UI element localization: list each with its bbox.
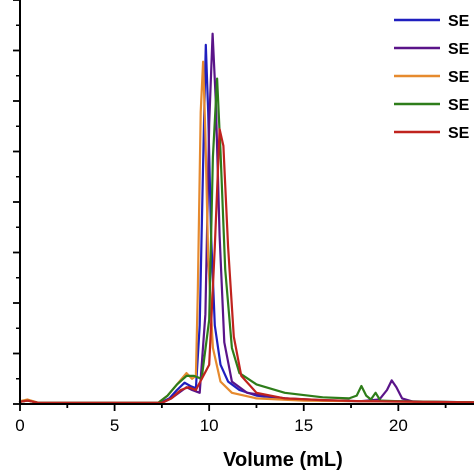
- series-line-3: [18, 60, 474, 404]
- axes: 0 5 10 15 20: [13, 0, 474, 435]
- series-line-5: [18, 128, 474, 404]
- x-axis-title: Volume (mL): [223, 449, 343, 471]
- x-tick-label: 15: [294, 416, 313, 435]
- x-tick-label: 10: [200, 416, 219, 435]
- plot-area: [18, 32, 474, 404]
- legend-label-3: SE: [448, 69, 470, 86]
- legend: SE SE SE SE SE: [394, 13, 470, 142]
- x-tick-label: 20: [389, 416, 408, 435]
- x-tick-label: 0: [15, 416, 24, 435]
- series-line-1: [18, 43, 474, 404]
- series-line-2: [18, 32, 474, 404]
- legend-label-2: SE: [448, 41, 470, 58]
- series-line-4: [18, 77, 474, 404]
- legend-label-4: SE: [448, 97, 470, 114]
- legend-label-5: SE: [448, 125, 470, 142]
- x-tick-label: 5: [110, 416, 119, 435]
- legend-label-1: SE: [448, 13, 470, 30]
